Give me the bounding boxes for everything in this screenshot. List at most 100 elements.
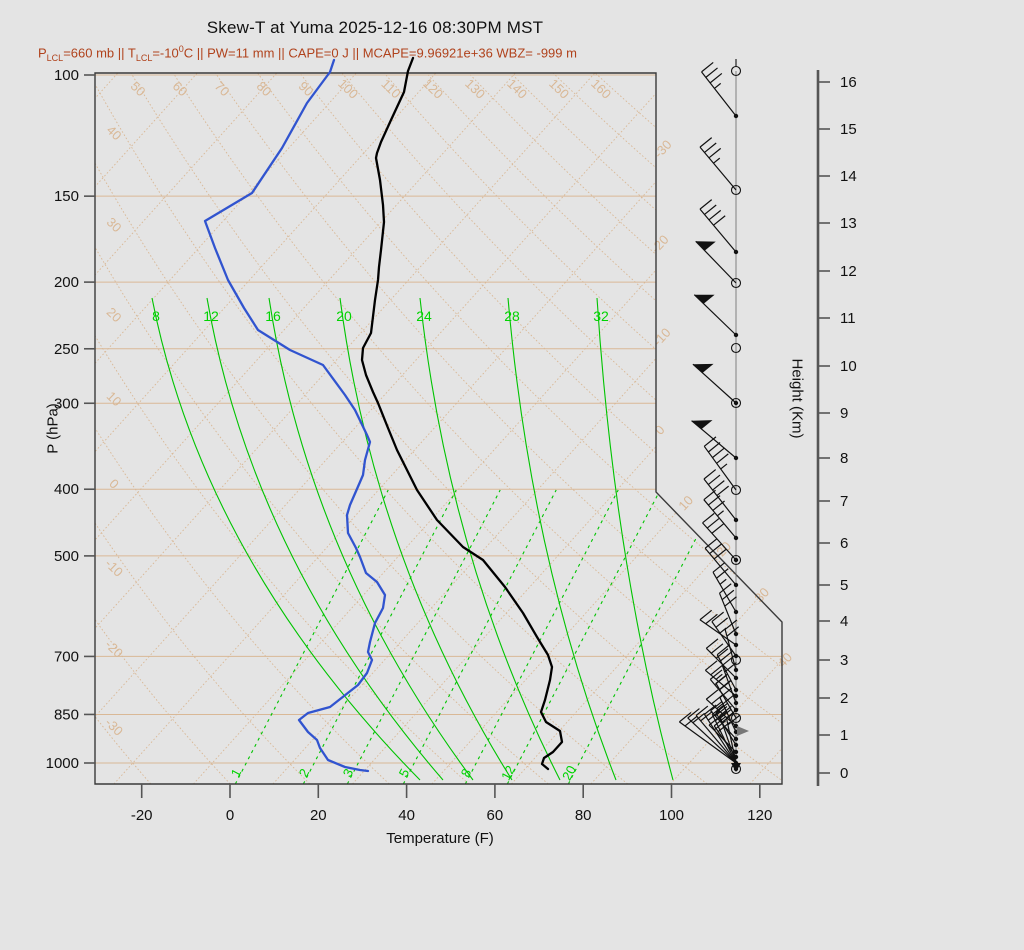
svg-text:-10: -10	[102, 556, 126, 580]
subtitle-segment: C || PW=11 mm || CAPE=0 J || MCAPE=9.969…	[183, 45, 577, 61]
svg-text:60: 60	[170, 78, 191, 99]
svg-text:250: 250	[54, 341, 79, 358]
svg-text:300: 300	[54, 395, 79, 412]
svg-text:12: 12	[498, 763, 518, 783]
svg-text:8: 8	[458, 766, 475, 779]
svg-text:850: 850	[54, 706, 79, 723]
svg-text:10: 10	[675, 493, 696, 514]
svg-text:13: 13	[840, 215, 857, 232]
pressure-gridlines	[95, 74, 782, 764]
svg-text:12: 12	[203, 308, 219, 324]
svg-text:7: 7	[840, 493, 848, 510]
svg-text:14: 14	[840, 168, 857, 185]
svg-text:20: 20	[104, 304, 125, 325]
height-axis-title: Height (Km)	[788, 358, 806, 439]
svg-text:1: 1	[840, 727, 848, 744]
svg-text:4: 4	[840, 613, 848, 630]
svg-text:-30: -30	[102, 715, 126, 739]
svg-text:24: 24	[416, 308, 432, 324]
svg-text:10: 10	[840, 358, 857, 375]
svg-text:500: 500	[54, 548, 79, 565]
mixing-ratio-lines	[234, 489, 722, 784]
svg-text:9: 9	[840, 405, 848, 422]
svg-text:20: 20	[559, 763, 579, 783]
storm-motion-marker	[737, 726, 749, 736]
svg-text:150: 150	[546, 76, 572, 102]
svg-text:-10: -10	[650, 325, 674, 349]
wind-barbs	[678, 59, 749, 775]
x-axis-title: Temperature (F)	[386, 830, 494, 847]
page-title: Skew-T at Yuma 2025-12-16 08:30PM MST	[206, 18, 544, 37]
svg-text:120: 120	[420, 76, 446, 102]
svg-text:8: 8	[840, 450, 848, 467]
svg-text:110: 110	[378, 76, 403, 101]
svg-text:8: 8	[152, 308, 160, 324]
svg-text:0: 0	[652, 422, 668, 438]
svg-text:32: 32	[593, 308, 609, 324]
svg-text:11: 11	[840, 310, 856, 327]
subtitle-segment: LCL	[46, 52, 64, 63]
svg-text:700: 700	[54, 648, 79, 665]
svg-text:130: 130	[462, 76, 488, 102]
svg-text:50: 50	[128, 78, 149, 99]
svg-text:100: 100	[54, 67, 79, 84]
subtitle-segment: =660 mb || T	[63, 45, 136, 61]
svg-text:15: 15	[840, 121, 857, 138]
svg-text:60: 60	[487, 807, 504, 824]
svg-text:40: 40	[104, 122, 125, 143]
dry-adiabat-lines	[95, 73, 782, 784]
subtitle-segment: LCL	[135, 52, 153, 63]
svg-text:28: 28	[504, 308, 520, 324]
svg-text:40: 40	[774, 650, 795, 671]
svg-text:-20: -20	[131, 807, 153, 824]
svg-text:2: 2	[296, 766, 313, 779]
svg-text:120: 120	[747, 807, 772, 824]
svg-text:1: 1	[228, 766, 245, 779]
svg-text:160: 160	[588, 76, 614, 102]
svg-text:16: 16	[840, 74, 857, 91]
background-grid	[95, 73, 782, 784]
svg-text:16: 16	[265, 308, 281, 324]
plot-border	[94, 72, 783, 785]
svg-text:6: 6	[840, 535, 848, 552]
svg-text:5: 5	[840, 577, 848, 594]
svg-text:5: 5	[396, 766, 413, 779]
moist-adiabat-lines	[151, 297, 674, 781]
svg-text:200: 200	[54, 274, 79, 291]
svg-text:150: 150	[54, 188, 79, 205]
subtitle-segment: P	[38, 45, 47, 61]
svg-text:80: 80	[254, 78, 275, 99]
svg-text:0: 0	[840, 765, 848, 782]
axes: -20 0 20 40 60 80 100 1201001502002503004005007…	[46, 67, 773, 824]
svg-text:40: 40	[398, 807, 415, 824]
svg-text:3: 3	[840, 652, 848, 669]
sounding-indices-subtitle: PLCL=660 mb || TLCL=-100C || PW=11 mm ||…	[38, 44, 758, 63]
pressure-axis-title: P (hPa)	[44, 403, 62, 454]
isotherm-lines	[95, 73, 782, 784]
grid-labels: 50 60 70 80 90 100 110 120 130 140 150 160403020100…	[102, 76, 795, 739]
svg-text:400: 400	[54, 481, 79, 498]
svg-text:1000: 1000	[46, 755, 79, 772]
svg-text:140: 140	[504, 76, 530, 102]
svg-text:20: 20	[336, 308, 352, 324]
svg-text:100: 100	[335, 76, 361, 102]
svg-text:20: 20	[310, 807, 327, 824]
svg-text:-20: -20	[648, 232, 672, 256]
surface-wind-arrowhead	[731, 763, 741, 772]
svg-text:10: 10	[104, 388, 125, 409]
svg-text:2: 2	[840, 690, 848, 707]
svg-text:12: 12	[840, 263, 857, 280]
subtitle-segment: 0	[178, 44, 184, 54]
svg-text:30: 30	[104, 214, 125, 235]
svg-text:-30: -30	[651, 137, 675, 161]
svg-text:70: 70	[212, 78, 233, 99]
temperature-trace	[360, 56, 564, 771]
svg-text:80: 80	[575, 807, 592, 824]
dewpoint-trace	[203, 58, 387, 773]
svg-text:100: 100	[659, 807, 684, 824]
subtitle-segment: =-10	[152, 45, 179, 61]
svg-text:0: 0	[226, 807, 234, 824]
